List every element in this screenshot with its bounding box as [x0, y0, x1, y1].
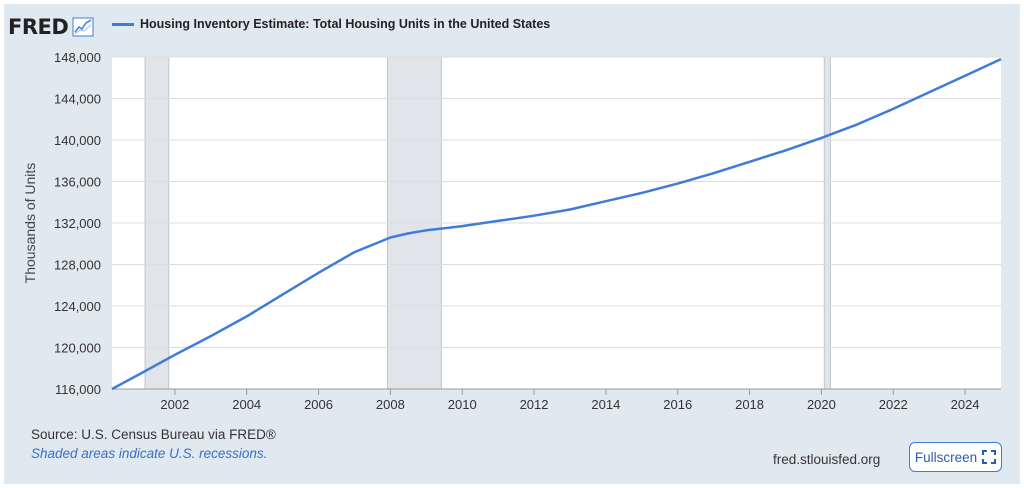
legend: Housing Inventory Estimate: Total Housin… [112, 17, 550, 31]
x-tick-label: 2010 [448, 397, 477, 412]
site-link[interactable]: fred.stlouisfed.org [773, 452, 881, 467]
x-tick-label: 2022 [879, 397, 908, 412]
x-tick-label: 2014 [591, 397, 620, 412]
y-tick-label: 120,000 [54, 341, 101, 356]
source-text: Source: U.S. Census Bureau via FRED® [31, 427, 276, 442]
y-tick-label: 144,000 [54, 92, 101, 107]
x-tick-label: 2018 [735, 397, 764, 412]
y-axis-label: Thousands of Units [22, 163, 38, 284]
series-line [111, 57, 1002, 391]
y-tick-label: 140,000 [54, 133, 101, 148]
legend-label: Housing Inventory Estimate: Total Housin… [140, 17, 551, 31]
fullscreen-label: Fullscreen [914, 449, 978, 465]
y-tick-label: 136,000 [54, 175, 101, 190]
x-tick-label: 2006 [304, 397, 333, 412]
x-tick-label: 2002 [160, 397, 189, 412]
fullscreen-button[interactable]: Fullscreen [909, 442, 1002, 472]
legend-swatch [112, 22, 134, 26]
x-tick-label: 2012 [520, 397, 549, 412]
y-tick-label: 148,000 [54, 50, 101, 65]
x-tick-label: 2024 [951, 397, 980, 412]
x-tick-label: 2008 [376, 397, 405, 412]
line-chart-icon [72, 17, 94, 37]
y-tick-label: 132,000 [54, 216, 101, 231]
y-tick-label: 128,000 [54, 258, 101, 273]
x-tick-label: 2020 [807, 397, 836, 412]
fred-logo[interactable]: FRED [8, 14, 94, 40]
fred-logo-text: FRED [8, 15, 69, 39]
y-tick-label: 116,000 [55, 382, 101, 397]
x-tick-label: 2004 [232, 397, 261, 412]
y-tick-label: 124,000 [54, 299, 101, 314]
x-tick-label: 2016 [663, 397, 692, 412]
recession-note: Shaded areas indicate U.S. recessions. [31, 446, 268, 461]
fullscreen-icon [982, 450, 997, 464]
